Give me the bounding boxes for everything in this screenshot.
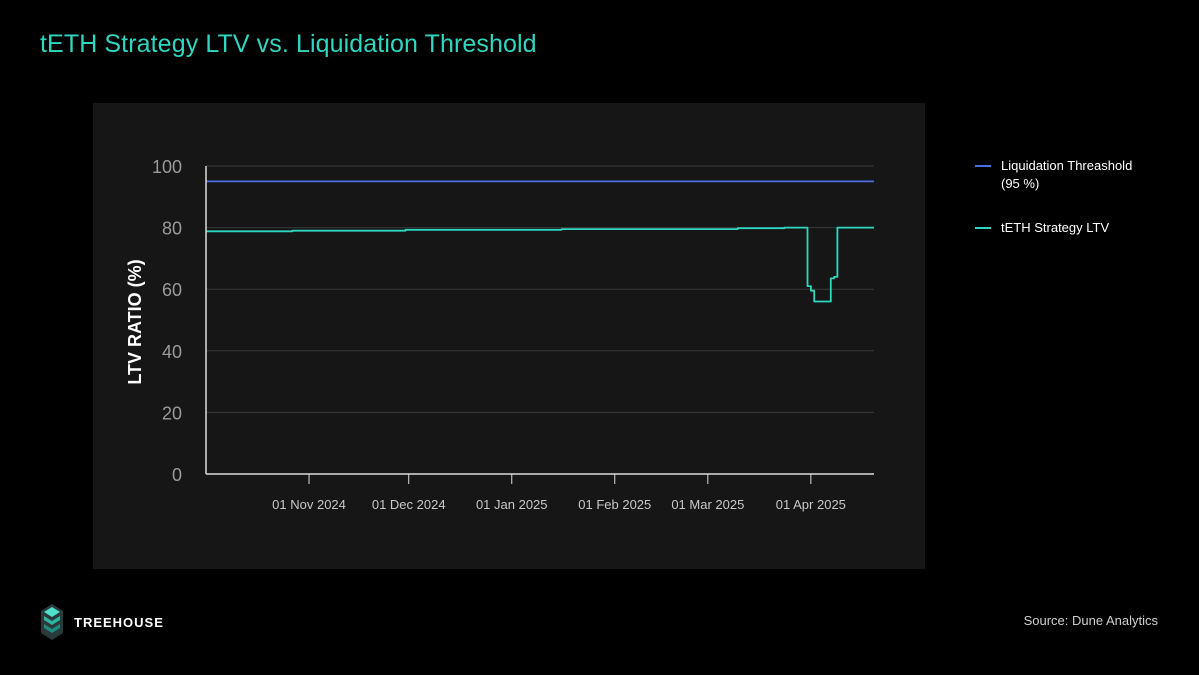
x-tick-label: 01 Feb 2025 <box>578 497 651 512</box>
x-tick-label: 01 Mar 2025 <box>671 497 744 512</box>
y-axis-title: LTV RATIO (%) <box>125 259 145 384</box>
axes <box>205 166 874 484</box>
brand-name: TREEHOUSE <box>74 614 164 630</box>
legend-label-threshold: Liquidation Threashold <box>1001 158 1133 173</box>
series-lines <box>206 180 874 303</box>
ltv-line-chart: 0 20 40 60 80 100 01 Nov 2024 01 Dec 2024 01 Jan… <box>125 157 874 512</box>
legend-label-ltv: tETH Strategy LTV <box>1001 220 1110 235</box>
y-tick-label: 20 <box>162 403 182 423</box>
x-tick-label: 01 Dec 2024 <box>372 497 446 512</box>
source-credit: Source: Dune Analytics <box>1023 613 1158 628</box>
y-tick-label: 40 <box>162 342 182 362</box>
axis-labels: 0 20 40 60 80 100 01 Nov 2024 01 Dec 2024 01 Jan… <box>125 157 846 512</box>
legend-swatch-threshold <box>975 165 991 167</box>
y-tick-label: 80 <box>162 219 182 239</box>
grid-lines <box>206 165 874 413</box>
y-tick-label: 0 <box>172 465 182 485</box>
chart-panel: 0 20 40 60 80 100 01 Nov 2024 01 Dec 2024 01 Jan… <box>93 103 925 569</box>
x-tick-label: 01 Jan 2025 <box>476 497 548 512</box>
page-title: tETH Strategy LTV vs. Liquidation Thresh… <box>40 30 537 58</box>
x-tick-label: 01 Apr 2025 <box>776 497 846 512</box>
ltv-line <box>206 226 874 303</box>
brand: TREEHOUSE <box>40 603 164 641</box>
legend-sub-threshold: (95 %) <box>1001 176 1040 191</box>
legend-swatch-ltv <box>975 227 991 229</box>
chart-legend: Liquidation Threashold (95 %) tETH Strat… <box>975 157 1175 237</box>
x-tick-label: 01 Nov 2024 <box>272 497 346 512</box>
legend-item-ltv[interactable]: tETH Strategy LTV <box>975 219 1175 237</box>
treehouse-logo-icon <box>41 604 63 640</box>
legend-item-threshold[interactable]: Liquidation Threashold (95 %) <box>975 157 1175 193</box>
y-tick-label: 100 <box>152 157 182 177</box>
y-tick-label: 60 <box>162 280 182 300</box>
